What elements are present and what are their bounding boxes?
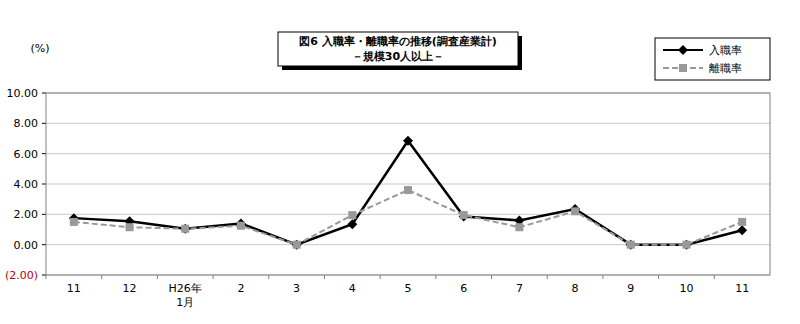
marker-square <box>293 241 301 249</box>
x-tick <box>547 275 548 279</box>
x-tick <box>491 275 492 279</box>
title-frame <box>278 32 518 66</box>
x-tick <box>324 275 325 279</box>
title-box: 図6 入職率・離職率の推移(調査産業計) －規模30人以上－ <box>278 32 522 70</box>
x-tick-label: 11 <box>735 282 749 295</box>
marker-square <box>237 222 245 230</box>
y-tick-label: 4.00 <box>14 178 39 191</box>
marker-square <box>126 223 134 231</box>
legend-marker <box>678 45 688 55</box>
y-tick-label: (2.00) <box>5 269 38 282</box>
marker-square <box>682 241 690 249</box>
y-tick-label: 8.00 <box>14 117 39 130</box>
grid-line <box>46 153 770 154</box>
marker-diamond <box>292 240 302 250</box>
y-tick-label: 6.00 <box>14 148 39 161</box>
x-tick-label-line: 1月 <box>176 296 194 309</box>
marker-diamond <box>626 240 636 250</box>
x-tick-label-line: 3 <box>293 282 300 295</box>
marker-diamond <box>737 225 747 235</box>
x-tick-label: 3 <box>293 282 300 295</box>
marker-square <box>70 218 78 226</box>
x-tick-label-line: H26年 <box>169 282 202 295</box>
marker-diamond <box>347 219 357 229</box>
y-tick <box>42 123 46 124</box>
x-tick-label: 11 <box>67 282 81 295</box>
marker-square <box>460 211 468 219</box>
x-tick-label-line: 6 <box>460 282 467 295</box>
x-tick-label: 10 <box>679 282 693 295</box>
marker-square <box>181 225 189 233</box>
x-tick <box>101 275 102 279</box>
y-tick-label: 2.00 <box>14 208 39 221</box>
y-tick <box>42 153 46 154</box>
grid-line <box>46 184 770 185</box>
x-tick-label: 4 <box>349 282 356 295</box>
series-line <box>74 190 742 245</box>
x-tick-label-line: 2 <box>237 282 244 295</box>
x-tick <box>213 275 214 279</box>
marker-square <box>348 211 356 219</box>
legend: 入職率離職率 <box>655 38 770 80</box>
y-tick <box>42 214 46 215</box>
x-tick-label: 2 <box>237 282 244 295</box>
x-tick <box>602 275 603 279</box>
marker-square <box>515 223 523 231</box>
x-tick-label-line: 5 <box>405 282 412 295</box>
y-tick <box>42 244 46 245</box>
marker-square <box>627 241 635 249</box>
marker-square <box>738 218 746 226</box>
x-tick <box>435 275 436 279</box>
x-tick <box>658 275 659 279</box>
x-tick-label-line: 8 <box>572 282 579 295</box>
legend-marker <box>679 64 687 72</box>
x-tick-label: 9 <box>627 282 634 295</box>
x-tick <box>714 275 715 279</box>
x-tick-label: 12 <box>123 282 137 295</box>
x-tick-label-line: 11 <box>67 282 81 295</box>
marker-square <box>404 186 412 194</box>
y-tick <box>42 275 46 276</box>
y-tick <box>42 93 46 94</box>
title: 図6 入職率・離職率の推移(調査産業計) <box>299 35 497 48</box>
data-group <box>69 136 747 250</box>
x-tick-label: 7 <box>516 282 523 295</box>
marker-diamond <box>681 240 691 250</box>
y-tick <box>42 184 46 185</box>
series-line <box>74 141 742 245</box>
legend-label: 入職率 <box>709 44 742 57</box>
marker-square <box>571 207 579 215</box>
x-tick-label: 6 <box>460 282 467 295</box>
marker-diamond <box>180 224 190 234</box>
x-tick <box>268 275 269 279</box>
grid-line <box>46 123 770 124</box>
plot-frame <box>46 93 770 275</box>
x-tick <box>380 275 381 279</box>
x-tick <box>157 275 158 279</box>
x-tick-label: 8 <box>572 282 579 295</box>
x-tick <box>46 275 47 279</box>
marker-diamond <box>403 136 413 146</box>
x-tick-label-line: 7 <box>516 282 523 295</box>
y-tick-label: 0.00 <box>14 239 39 252</box>
grid-line <box>46 214 770 215</box>
marker-diamond <box>459 212 469 222</box>
chart: (2.00)0.002.004.006.008.0010.001112H26年1… <box>0 0 800 324</box>
x-tick-label: 5 <box>405 282 412 295</box>
x-tick-label-line: 12 <box>123 282 137 295</box>
x-tick-label-line: 4 <box>349 282 356 295</box>
x-tick-label: H26年1月 <box>169 282 202 309</box>
legend-frame <box>655 38 770 80</box>
x-tick-label-line: 9 <box>627 282 634 295</box>
x-tick-label-line: 11 <box>735 282 749 295</box>
y-axis-label: (%) <box>30 42 49 55</box>
x-tick-label-line: 10 <box>679 282 693 295</box>
y-tick-label: 10.00 <box>7 87 39 100</box>
subtitle: －規模30人以上－ <box>352 50 444 63</box>
legend-label: 離職率 <box>709 62 742 75</box>
